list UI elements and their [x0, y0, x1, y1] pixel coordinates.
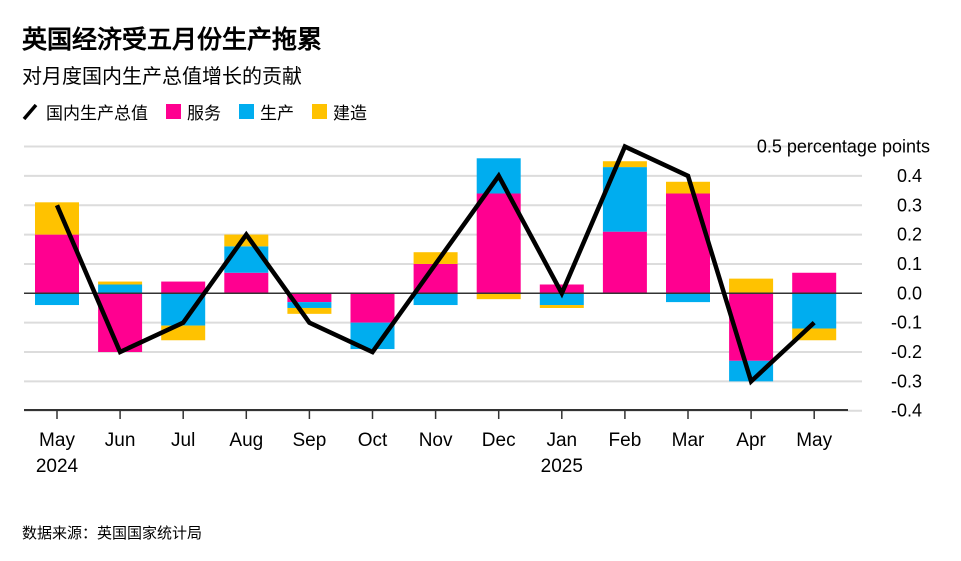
- x-tick-label: May: [796, 430, 832, 451]
- x-tick-label: Jan: [546, 430, 577, 451]
- bar-production: [287, 302, 332, 308]
- bar-construction: [413, 252, 458, 264]
- x-tick-label: Jun: [105, 430, 136, 451]
- x-year-label: 2025: [541, 456, 583, 477]
- bar-production: [224, 246, 269, 273]
- bar-services: [350, 293, 395, 323]
- legend-label-gdp: 国内生产总值: [46, 104, 148, 124]
- bar-construction: [476, 293, 521, 300]
- bar-services: [413, 263, 458, 294]
- x-tick-label: Feb: [609, 430, 642, 451]
- legend-label-production: 生产: [260, 104, 294, 124]
- line-swatch-icon: [22, 103, 38, 120]
- y-tick-label: 0.1: [897, 254, 922, 274]
- x-year-label: 2024: [36, 456, 79, 477]
- bar-construction: [602, 161, 647, 168]
- bar-production: [539, 293, 584, 306]
- services-swatch-icon: [166, 104, 181, 119]
- y-tick-label: -0.4: [891, 401, 922, 421]
- bar-construction: [792, 328, 837, 341]
- bar-services: [792, 272, 837, 294]
- source-note: 数据来源：英国国家统计局: [22, 524, 203, 542]
- bar-production: [729, 360, 774, 382]
- bar-production: [35, 293, 79, 306]
- bar-services: [287, 293, 332, 303]
- y-tick-label: -0.3: [891, 371, 922, 391]
- x-tick-label: Dec: [482, 430, 516, 451]
- legend-label-services: 服务: [187, 104, 221, 124]
- bar-services: [602, 231, 647, 294]
- y-tick-label: -0.2: [891, 342, 922, 362]
- bar-construction: [287, 307, 332, 314]
- x-tick-label: Apr: [736, 430, 766, 451]
- legend-item-production: 生产: [239, 99, 294, 124]
- bar-construction: [539, 305, 584, 308]
- y-tick-label: 0.3: [897, 195, 922, 215]
- bar-production: [666, 293, 710, 303]
- x-tick-label: May: [39, 430, 75, 451]
- x-tick-label: Nov: [419, 430, 453, 451]
- x-tick-label: Jul: [171, 430, 195, 451]
- bar-services: [476, 193, 521, 294]
- chart-title: 英国经济受五月份生产拖累: [22, 25, 323, 54]
- legend-item-services: 服务: [166, 99, 221, 124]
- y-tick-label: 0.5 percentage points: [757, 137, 930, 157]
- bar-construction: [666, 181, 710, 194]
- bar-services: [666, 193, 710, 294]
- construction-swatch-icon: [312, 104, 327, 119]
- x-tick-label: Sep: [292, 430, 326, 451]
- production-swatch-icon: [239, 104, 254, 119]
- y-tick-label: 0.4: [897, 166, 922, 186]
- y-tick-label: -0.1: [891, 313, 922, 333]
- legend-label-construction: 建造: [333, 104, 367, 124]
- bar-services: [224, 272, 269, 294]
- bar-production: [413, 293, 458, 306]
- legend-item-gdp: 国内生产总值: [22, 99, 148, 124]
- y-tick-label: 0.0: [897, 283, 922, 303]
- bar-services: [161, 281, 206, 294]
- bar-construction: [98, 281, 143, 285]
- chart-subtitle: 对月度国内生产总值增长的贡献: [22, 64, 302, 88]
- x-tick-label: Aug: [229, 430, 263, 451]
- bar-production: [98, 284, 143, 294]
- legend-item-construction: 建造: [312, 99, 367, 124]
- y-tick-label: 0.2: [897, 225, 922, 245]
- bar-construction: [729, 278, 774, 294]
- x-tick-label: Oct: [358, 430, 388, 451]
- bar-construction: [224, 234, 269, 247]
- x-tick-label: Mar: [672, 430, 705, 451]
- legend: 国内生产总值 服务 生产 建造: [22, 99, 385, 124]
